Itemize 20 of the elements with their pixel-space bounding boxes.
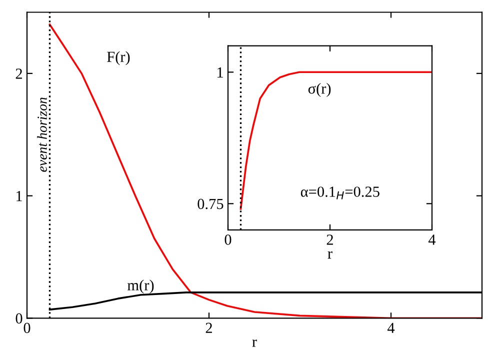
x-tick-label: 4 <box>387 322 395 333</box>
y-tick-label: 2 <box>16 68 22 79</box>
x-tick-label: 0 <box>224 234 232 245</box>
ref-line-label: event horizon <box>37 98 47 172</box>
annotation: α=0.1$_{H}$=0.25 <box>300 186 380 200</box>
x-axis-title: r <box>252 340 257 347</box>
series-label: F(r) <box>107 51 130 66</box>
line-series <box>240 71 432 210</box>
y-tick-label: 0.75 <box>198 198 224 210</box>
x-tick-label: 4 <box>428 234 436 245</box>
x-tick-label: 0 <box>24 322 30 334</box>
x-axis-title: r <box>328 251 332 259</box>
x-tick-label: 2 <box>326 234 333 245</box>
y-tick-label: 1 <box>218 67 223 78</box>
y-tick-label: 1 <box>16 191 22 202</box>
y-tick-label: 0 <box>16 313 22 324</box>
series-label: σ(r) <box>308 83 331 97</box>
series-label: m(r) <box>128 280 154 294</box>
line-series <box>48 24 482 318</box>
x-tick-label: 2 <box>206 322 212 333</box>
